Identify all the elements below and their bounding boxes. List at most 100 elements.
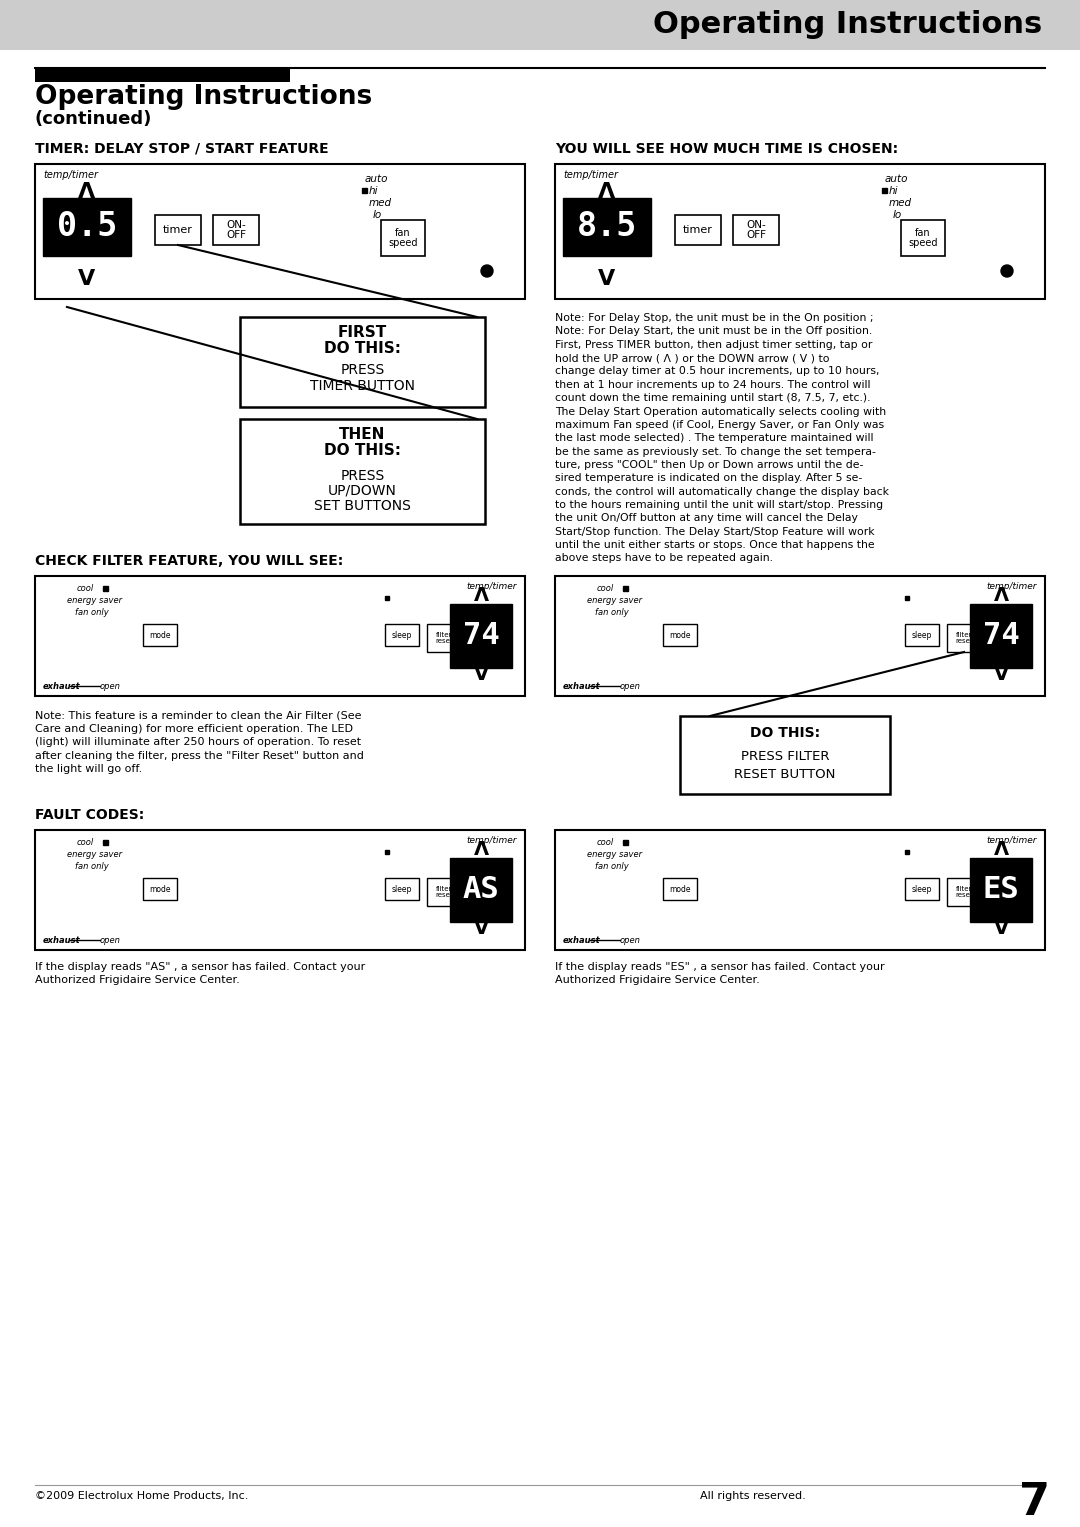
Text: sleep: sleep bbox=[912, 631, 932, 640]
Text: 7: 7 bbox=[1020, 1481, 1050, 1524]
Bar bbox=[35, 576, 525, 696]
Text: Λ: Λ bbox=[994, 840, 1009, 860]
Text: fan
speed: fan speed bbox=[908, 228, 937, 249]
Text: exhaust: exhaust bbox=[563, 683, 600, 692]
Text: temp/timer: temp/timer bbox=[467, 582, 517, 591]
Text: fan
speed: fan speed bbox=[388, 228, 418, 249]
Text: timer: timer bbox=[683, 224, 713, 235]
Bar bbox=[563, 199, 651, 257]
Bar bbox=[240, 318, 485, 408]
Text: med: med bbox=[889, 199, 913, 208]
Text: timer: timer bbox=[163, 224, 193, 235]
Text: 8.5: 8.5 bbox=[577, 211, 637, 243]
Text: hi: hi bbox=[889, 186, 899, 195]
Text: V: V bbox=[473, 919, 488, 938]
Bar bbox=[103, 586, 108, 591]
Text: cool: cool bbox=[77, 583, 94, 592]
Text: mode: mode bbox=[670, 631, 691, 640]
Text: If the display reads "ES" , a sensor has failed. Contact your
Authorized Frigida: If the display reads "ES" , a sensor has… bbox=[555, 962, 885, 985]
Text: Operating Instructions: Operating Instructions bbox=[35, 84, 373, 110]
Text: THEN: THEN bbox=[339, 428, 386, 441]
Text: Note: This feature is a reminder to clean the Air Filter (See
Care and Cleaning): Note: This feature is a reminder to clea… bbox=[35, 710, 364, 774]
Bar bbox=[555, 163, 1045, 299]
Text: lo: lo bbox=[893, 211, 902, 220]
Bar bbox=[143, 625, 177, 646]
Text: open: open bbox=[100, 683, 121, 692]
Text: hi: hi bbox=[369, 186, 378, 195]
Text: (continued): (continued) bbox=[35, 110, 152, 128]
Circle shape bbox=[481, 266, 492, 276]
Text: All rights reserved.: All rights reserved. bbox=[700, 1490, 806, 1501]
Text: energy saver: energy saver bbox=[67, 851, 122, 860]
Bar bbox=[427, 625, 461, 652]
Bar bbox=[555, 831, 1045, 950]
Text: UP/DOWN: UP/DOWN bbox=[328, 484, 397, 498]
Bar bbox=[0, 0, 1080, 50]
Text: V: V bbox=[598, 269, 616, 289]
Text: ON-
OFF: ON- OFF bbox=[746, 220, 766, 240]
Bar bbox=[680, 716, 890, 794]
Bar bbox=[240, 418, 485, 524]
Text: fan only: fan only bbox=[595, 608, 629, 617]
Text: TIMER: DELAY STOP / START FEATURE: TIMER: DELAY STOP / START FEATURE bbox=[35, 142, 328, 156]
Text: temp/timer: temp/timer bbox=[467, 835, 517, 844]
Text: YOU WILL SEE HOW MUCH TIME IS CHOSEN:: YOU WILL SEE HOW MUCH TIME IS CHOSEN: bbox=[555, 142, 899, 156]
Text: open: open bbox=[100, 936, 121, 945]
Text: lo: lo bbox=[373, 211, 382, 220]
Bar bbox=[663, 878, 697, 899]
Text: temp/timer: temp/timer bbox=[43, 169, 98, 180]
Text: exhaust: exhaust bbox=[43, 936, 81, 945]
Text: cool: cool bbox=[77, 838, 94, 847]
Bar bbox=[43, 199, 131, 257]
Circle shape bbox=[1001, 266, 1013, 276]
Text: If the display reads "AS" , a sensor has failed. Contact your
Authorized Frigida: If the display reads "AS" , a sensor has… bbox=[35, 962, 365, 985]
Text: exhaust: exhaust bbox=[43, 683, 81, 692]
Text: ES: ES bbox=[983, 875, 1020, 904]
Text: filter
reset: filter reset bbox=[435, 886, 453, 898]
Text: temp/timer: temp/timer bbox=[563, 169, 618, 180]
Bar bbox=[213, 215, 259, 244]
Text: PRESS FILTER: PRESS FILTER bbox=[741, 750, 829, 764]
Bar bbox=[901, 220, 945, 257]
Text: V: V bbox=[994, 664, 1009, 684]
Text: auto: auto bbox=[365, 174, 389, 183]
Bar bbox=[882, 188, 887, 192]
Text: Λ: Λ bbox=[79, 182, 96, 202]
Bar bbox=[733, 215, 779, 244]
Bar bbox=[384, 625, 419, 646]
Text: med: med bbox=[369, 199, 392, 208]
Text: 74: 74 bbox=[983, 621, 1020, 651]
Text: DO THIS:: DO THIS: bbox=[750, 725, 820, 741]
Bar bbox=[384, 878, 419, 899]
Text: temp/timer: temp/timer bbox=[986, 582, 1037, 591]
Text: sleep: sleep bbox=[392, 884, 413, 893]
Text: V: V bbox=[79, 269, 96, 289]
Text: cool: cool bbox=[597, 838, 615, 847]
Text: energy saver: energy saver bbox=[588, 851, 643, 860]
Text: FIRST: FIRST bbox=[338, 325, 387, 341]
Text: fan only: fan only bbox=[75, 863, 109, 870]
Text: TIMER BUTTON: TIMER BUTTON bbox=[310, 379, 415, 392]
Bar bbox=[970, 605, 1032, 667]
Bar bbox=[555, 576, 1045, 696]
Bar bbox=[384, 596, 389, 600]
Bar bbox=[384, 851, 389, 854]
Text: DO THIS:: DO THIS: bbox=[324, 443, 401, 458]
Text: 0.5: 0.5 bbox=[57, 211, 118, 243]
Text: DO THIS:: DO THIS: bbox=[324, 341, 401, 356]
Bar bbox=[663, 625, 697, 646]
Bar bbox=[623, 586, 627, 591]
Bar bbox=[381, 220, 426, 257]
Text: mode: mode bbox=[149, 884, 171, 893]
Text: PRESS: PRESS bbox=[340, 363, 384, 377]
Bar bbox=[905, 878, 939, 899]
Text: temp/timer: temp/timer bbox=[986, 835, 1037, 844]
Bar bbox=[35, 163, 525, 299]
Bar bbox=[947, 878, 981, 906]
Text: V: V bbox=[994, 919, 1009, 938]
Text: ©2009 Electrolux Home Products, Inc.: ©2009 Electrolux Home Products, Inc. bbox=[35, 1490, 248, 1501]
Text: Λ: Λ bbox=[473, 586, 488, 605]
Text: Λ: Λ bbox=[473, 840, 488, 860]
Bar bbox=[675, 215, 721, 244]
Text: cool: cool bbox=[597, 583, 615, 592]
